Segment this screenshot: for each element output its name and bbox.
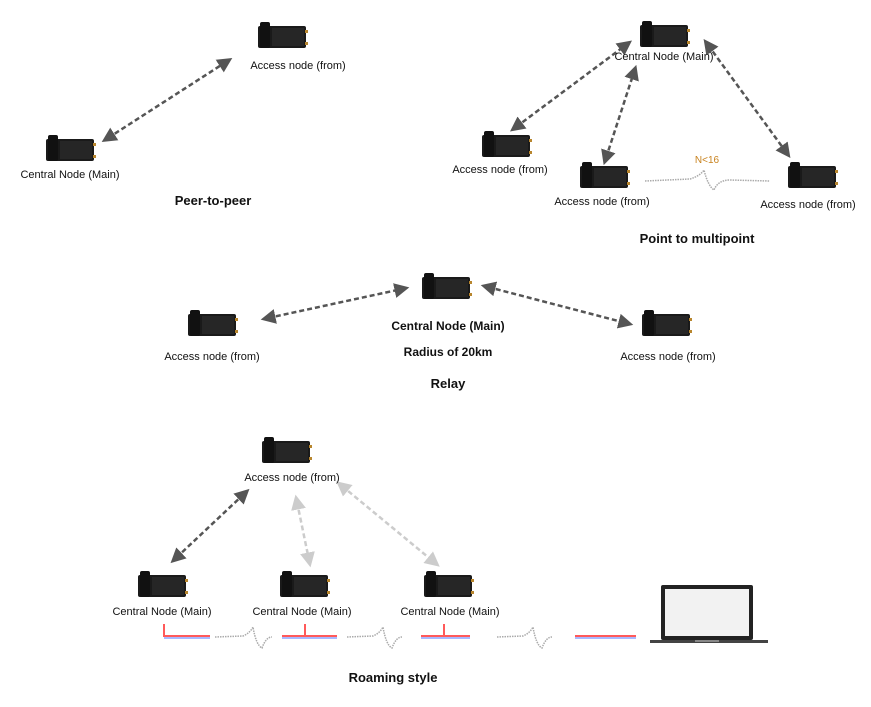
wireless-wave-icons bbox=[214, 168, 771, 650]
node-label: Access node (from) bbox=[452, 164, 548, 176]
relay-title: Relay bbox=[430, 376, 466, 391]
cables bbox=[163, 624, 636, 639]
point-to-multipoint-title: Point to multipoint bbox=[639, 231, 755, 246]
node-label: Access node (from) bbox=[620, 351, 716, 363]
node-label: Central Node (Main) bbox=[614, 51, 714, 63]
link-arrows bbox=[101, 38, 791, 568]
node-label: Central Node (Main) bbox=[252, 606, 352, 618]
node-label: Access node (from) bbox=[760, 199, 856, 211]
node-label: Access node (from) bbox=[250, 60, 346, 72]
laptop-icon bbox=[650, 585, 768, 643]
node-label: Central Node (Main) bbox=[400, 606, 500, 618]
device-icons bbox=[46, 21, 838, 597]
node-label: Central Node (Main) bbox=[112, 606, 212, 618]
node-limit-label: N<16 bbox=[694, 155, 720, 166]
node-label: Access node (from) bbox=[244, 472, 340, 484]
node-label: Access node (from) bbox=[554, 196, 650, 208]
relay-center-label: Central Node (Main) bbox=[391, 319, 505, 333]
relay-radius-label: Radius of 20km bbox=[403, 345, 493, 359]
node-label: Access node (from) bbox=[164, 351, 260, 363]
roaming-title: Roaming style bbox=[348, 670, 438, 685]
peer-to-peer-title: Peer-to-peer bbox=[174, 193, 252, 208]
node-label: Central Node (Main) bbox=[20, 169, 120, 181]
